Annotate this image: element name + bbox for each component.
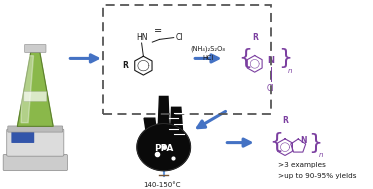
Text: N: N bbox=[300, 136, 307, 145]
Text: HCl: HCl bbox=[203, 55, 214, 61]
Text: (NH₄)₂S₂O₈: (NH₄)₂S₂O₈ bbox=[191, 46, 226, 52]
Text: Cl: Cl bbox=[267, 84, 275, 93]
Text: R: R bbox=[252, 33, 258, 42]
Text: }: } bbox=[308, 133, 322, 153]
Text: =: = bbox=[154, 26, 162, 36]
Text: N: N bbox=[267, 56, 274, 65]
Text: >up to 90-95% yields: >up to 90-95% yields bbox=[278, 173, 356, 179]
FancyBboxPatch shape bbox=[12, 131, 34, 143]
Text: {: { bbox=[239, 48, 253, 68]
Text: PPA: PPA bbox=[154, 144, 173, 153]
Text: R: R bbox=[123, 61, 128, 70]
Text: >3 examples: >3 examples bbox=[278, 162, 326, 168]
FancyBboxPatch shape bbox=[7, 129, 64, 156]
Text: HN: HN bbox=[136, 33, 147, 42]
FancyBboxPatch shape bbox=[24, 91, 47, 101]
Text: Cl: Cl bbox=[175, 33, 183, 42]
Polygon shape bbox=[144, 118, 157, 142]
Text: }: } bbox=[278, 48, 292, 68]
Text: R: R bbox=[282, 116, 288, 125]
Polygon shape bbox=[18, 52, 53, 126]
Polygon shape bbox=[170, 107, 184, 142]
Text: {: { bbox=[269, 132, 283, 152]
FancyBboxPatch shape bbox=[3, 154, 68, 171]
Polygon shape bbox=[159, 96, 169, 124]
FancyBboxPatch shape bbox=[25, 44, 46, 52]
FancyBboxPatch shape bbox=[8, 126, 63, 132]
Polygon shape bbox=[137, 124, 191, 171]
Text: 140-150°C: 140-150°C bbox=[143, 182, 181, 188]
Polygon shape bbox=[21, 56, 34, 123]
Text: n: n bbox=[319, 152, 323, 158]
Text: n: n bbox=[288, 68, 292, 74]
